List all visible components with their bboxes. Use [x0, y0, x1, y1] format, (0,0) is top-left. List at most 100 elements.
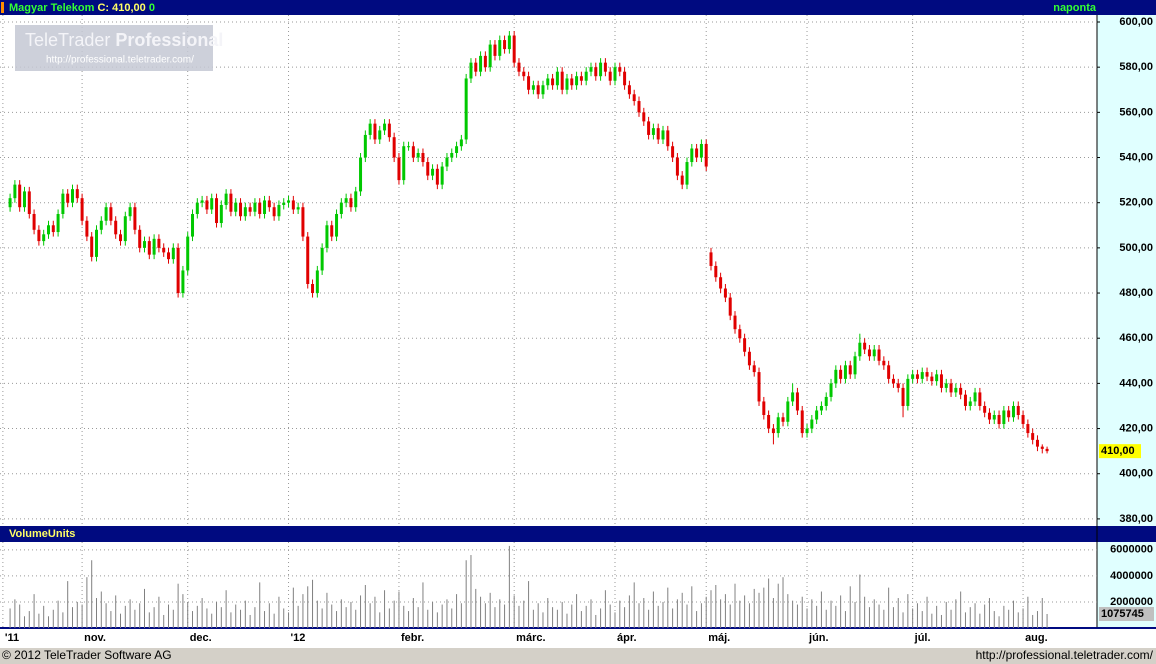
candle-body — [935, 374, 939, 382]
candle-body — [891, 378, 895, 384]
candle-body — [997, 415, 1001, 425]
candle-body — [392, 137, 396, 158]
candle-body — [723, 288, 727, 298]
price-axis-bg — [1097, 15, 1156, 526]
x-tick-label: márc. — [516, 632, 545, 644]
y-tick-label: 440,00 — [1119, 377, 1153, 389]
candle-body — [920, 372, 924, 379]
candle-body — [695, 148, 699, 158]
candle-body — [56, 213, 60, 233]
candle-body — [656, 128, 660, 140]
volume-tick-label: 4000000 — [1110, 570, 1153, 582]
candle-body — [786, 401, 790, 422]
candle-body — [459, 139, 463, 147]
candle-body — [1021, 415, 1025, 425]
candle-body — [565, 78, 569, 90]
y-tick-label: 480,00 — [1119, 287, 1153, 299]
candle-body — [608, 71, 612, 81]
candle-body — [1045, 448, 1049, 452]
instrument: Magyar Telekom — [9, 2, 95, 14]
candle-body — [51, 225, 55, 233]
y-tick-label: 420,00 — [1119, 422, 1153, 434]
candle-body — [810, 419, 814, 429]
x-tick-label: febr. — [401, 632, 424, 644]
candle-body — [930, 376, 934, 382]
candle-body — [200, 200, 204, 203]
candle-body — [1040, 446, 1044, 449]
candle-body — [138, 229, 142, 248]
candle-body — [431, 168, 435, 176]
candle-body — [747, 351, 751, 366]
candle-body — [992, 415, 996, 420]
candle-body — [94, 229, 98, 257]
candle-body — [915, 374, 919, 379]
watermark-logo: TeleTrader Professional — [25, 30, 223, 50]
candle-body — [858, 342, 862, 357]
candle-body — [354, 191, 358, 208]
candle-body — [301, 207, 305, 237]
candle-body — [1016, 405, 1020, 416]
candle-body — [699, 143, 703, 158]
candle-body — [215, 198, 219, 224]
candle-body — [579, 76, 583, 81]
y-tick-label: 380,00 — [1119, 513, 1153, 525]
candle-body — [536, 85, 540, 95]
candle-body — [344, 198, 348, 203]
candle-body — [978, 392, 982, 406]
candle-body — [738, 329, 742, 339]
candle-body — [632, 94, 636, 102]
watermark-box — [15, 25, 213, 71]
candle-body — [743, 338, 747, 352]
candle-body — [819, 405, 823, 411]
candle-body — [402, 146, 406, 181]
marker — [1, 2, 4, 13]
candle-body — [253, 202, 257, 212]
candle-body — [272, 207, 276, 217]
candle-body — [551, 78, 555, 86]
candle-body — [61, 193, 65, 214]
title-text: Magyar Telekom C: 410,00 0 — [9, 2, 155, 14]
candle-body — [359, 157, 363, 192]
candle-body — [306, 236, 310, 285]
candle-body — [287, 200, 291, 203]
volume-title-bar — [0, 526, 1156, 542]
candle-body — [555, 71, 559, 86]
candle-body — [42, 234, 46, 242]
candle-body — [901, 387, 905, 406]
candle-body — [147, 241, 151, 255]
candle-body — [728, 297, 732, 316]
grid: 380,00 400,00 420,00 440,00 460,00 480,00 500,… — [0, 15, 1153, 644]
candle-body — [853, 356, 857, 375]
x-tick-label: '11 — [5, 632, 19, 644]
candle-body — [109, 207, 113, 221]
candle-body — [210, 198, 214, 210]
candle-body — [263, 200, 267, 214]
candle-body — [368, 123, 372, 135]
candle-body — [162, 247, 166, 253]
candle-body — [123, 216, 127, 242]
candle-body — [464, 78, 468, 140]
title-bar — [0, 0, 1156, 15]
candle-body — [603, 62, 607, 72]
candle-body — [435, 168, 439, 185]
candle-body — [507, 35, 511, 50]
y-tick-label: 400,00 — [1119, 468, 1153, 480]
candle-body — [186, 236, 190, 271]
candle-body — [474, 62, 478, 72]
candle-body — [335, 213, 339, 237]
candle-body — [248, 207, 252, 212]
candle-body — [896, 383, 900, 388]
candle-body — [527, 76, 531, 90]
marks: 410,00 1075745 — [8, 31, 1154, 628]
candle-body — [397, 157, 401, 181]
candle-body — [781, 417, 785, 422]
candle-body — [46, 225, 50, 235]
candle-body — [560, 71, 564, 90]
candle-body — [503, 40, 507, 50]
candle-body — [863, 342, 867, 350]
candle-body — [1002, 410, 1006, 425]
candle-body — [114, 220, 118, 235]
candle-body — [911, 374, 915, 379]
